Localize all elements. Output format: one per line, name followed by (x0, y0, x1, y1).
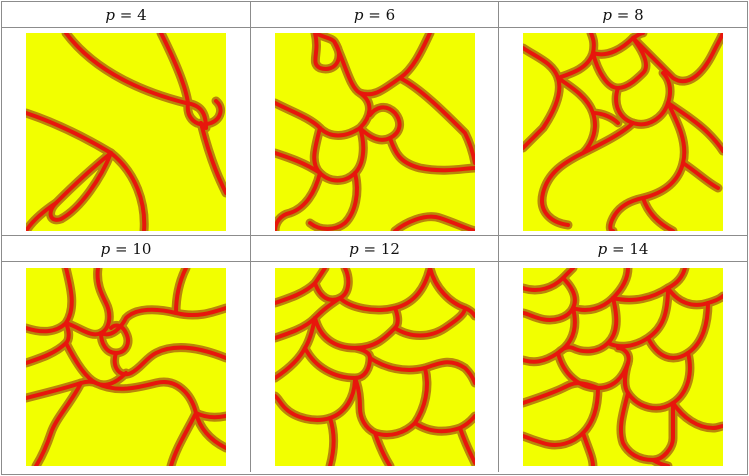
pattern-cell-4 (2, 262, 251, 472)
panel-label-1: p = 4 (2, 2, 251, 28)
pattern-image-6 (523, 268, 723, 466)
pattern-cell-6 (499, 262, 747, 472)
pattern-image-5 (275, 268, 475, 466)
panel-label-3: p = 8 (499, 2, 747, 28)
pattern-image-4 (26, 268, 226, 466)
pattern-cell-5 (251, 262, 499, 472)
panel-label-2: p = 6 (251, 2, 499, 28)
pattern-cell-1 (2, 28, 251, 236)
pattern-image-3 (523, 33, 723, 231)
panel-label-6: p = 14 (499, 236, 747, 262)
panel-label-5: p = 12 (251, 236, 499, 262)
panel-label-4: p = 10 (2, 236, 251, 262)
pattern-cell-2 (251, 28, 499, 236)
pattern-image-1 (26, 33, 226, 231)
pattern-image-2 (275, 33, 475, 231)
pattern-cell-3 (499, 28, 747, 236)
